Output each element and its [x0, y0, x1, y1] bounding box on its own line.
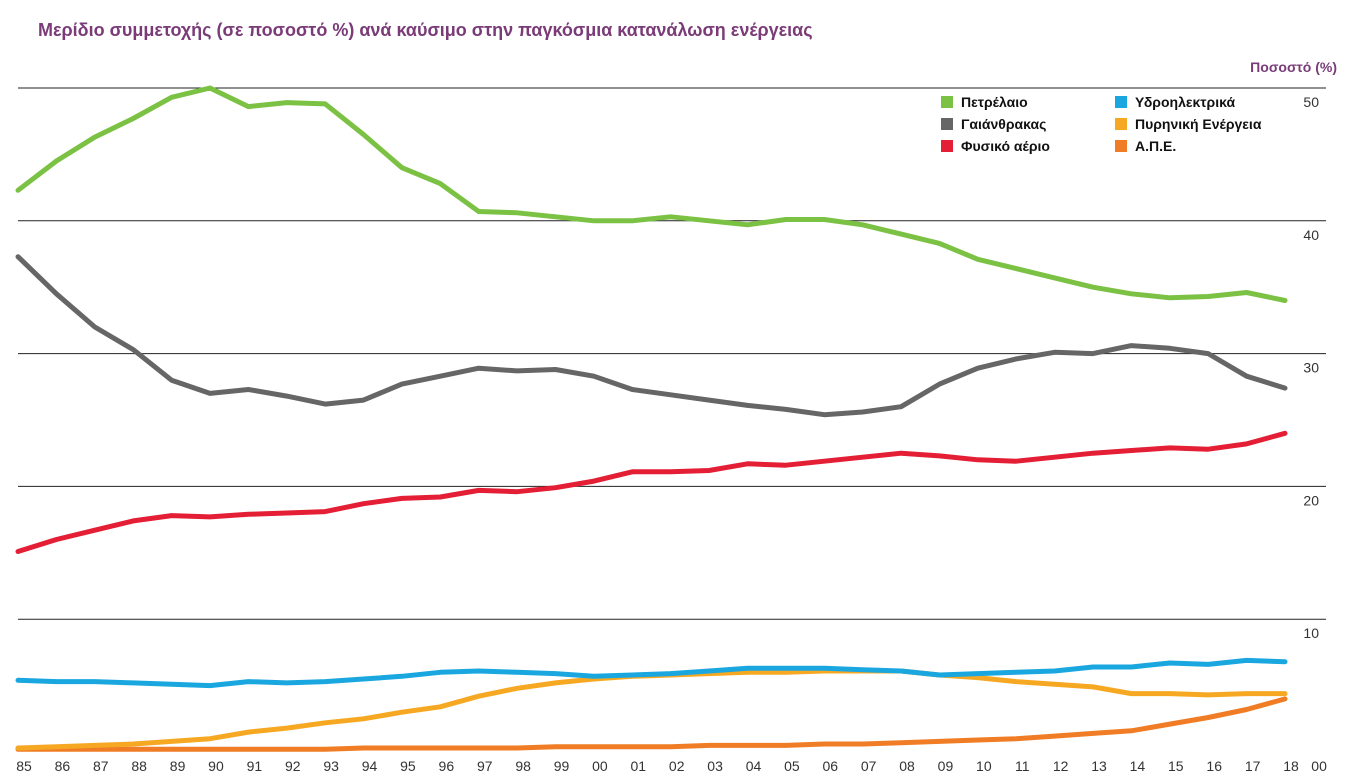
legend-swatch-2 [941, 140, 953, 152]
x-tick-95: 95 [400, 758, 416, 774]
series-line-0 [15, 85, 1288, 303]
legend-label-4: Πυρηνική Ενέργεια [1135, 116, 1262, 132]
x-tick-92: 92 [285, 758, 301, 774]
x-tick-18: 18 [1283, 758, 1299, 774]
chart-title: Μερίδιο συμμετοχής (σε ποσοστό %) ανά κα… [38, 20, 813, 40]
series-line-2 [15, 430, 1288, 554]
x-tick-88: 88 [131, 758, 147, 774]
x-tick-86: 86 [55, 758, 71, 774]
x-tick-12: 12 [1053, 758, 1069, 774]
x-tick-17: 17 [1245, 758, 1261, 774]
legend-swatch-3 [1115, 96, 1127, 108]
x-tick-93: 93 [323, 758, 339, 774]
x-tick-04: 04 [746, 758, 762, 774]
x-tick-87: 87 [93, 758, 109, 774]
x-tick-94: 94 [362, 758, 378, 774]
y-tick-20: 20 [1303, 492, 1319, 508]
y-tick-50: 50 [1303, 94, 1319, 110]
legend-swatch-4 [1115, 118, 1127, 130]
x-tick-13: 13 [1091, 758, 1107, 774]
x-tick-05: 05 [784, 758, 800, 774]
y-tick-10: 10 [1303, 625, 1319, 641]
x-tick-01: 01 [631, 758, 647, 774]
x-tick-96: 96 [439, 758, 455, 774]
x-tick-10: 10 [976, 758, 992, 774]
legend-swatch-1 [941, 118, 953, 130]
x-tick-09: 09 [938, 758, 954, 774]
grid-lines [18, 87, 1326, 620]
legend-label-2: Φυσικό αέριο [961, 138, 1050, 154]
series-line-5 [15, 696, 1288, 752]
x-tick-15: 15 [1168, 758, 1184, 774]
x-tick-97: 97 [477, 758, 493, 774]
y-tick-labels: 0 10 20 30 40 50 [1303, 94, 1319, 774]
y-tick-40: 40 [1303, 227, 1319, 243]
series-lines [15, 85, 1288, 752]
x-tick-00: 00 [592, 758, 608, 774]
y-axis-label: Ποσοστό (%) [1250, 59, 1337, 75]
legend: Πετρέλαιο Γαιάνθρακας Φυσικό αέριο Υδροηλεκ… [941, 94, 1262, 154]
x-tick-99: 99 [554, 758, 570, 774]
x-tick-16: 16 [1206, 758, 1222, 774]
x-tick-14: 14 [1130, 758, 1146, 774]
x-tick-90: 90 [208, 758, 224, 774]
x-tick-02: 02 [669, 758, 685, 774]
x-tick-11: 11 [1015, 758, 1030, 774]
legend-label-0: Πετρέλαιο [961, 94, 1028, 110]
x-tick-08: 08 [899, 758, 915, 774]
series-line-1 [15, 254, 1288, 418]
x-tick-07: 07 [861, 758, 877, 774]
series-line-3 [15, 657, 1288, 689]
series-line-4 [15, 668, 1288, 751]
legend-label-1: Γαιάνθρακας [961, 116, 1046, 132]
legend-swatch-5 [1115, 140, 1127, 152]
x-tick-labels: 85 86 87 88 89 90 91 92 93 94 95 96 97 98 99 00 01 02 03 04… [16, 758, 1327, 774]
x-tick-06: 06 [822, 758, 838, 774]
x-tick-03: 03 [707, 758, 723, 774]
x-tick-89: 89 [170, 758, 186, 774]
legend-label-5: Α.Π.Ε. [1135, 138, 1176, 154]
x-tick-85: 85 [16, 758, 32, 774]
x-tick-91: 91 [247, 758, 263, 774]
y-tick-0: 0 [1311, 758, 1319, 774]
legend-swatch-0 [941, 96, 953, 108]
x-tick-98: 98 [515, 758, 531, 774]
x-axis-end-tick: 0 [1319, 758, 1327, 774]
y-tick-30: 30 [1303, 360, 1319, 376]
legend-label-3: Υδροηλεκτρικά [1135, 94, 1235, 110]
